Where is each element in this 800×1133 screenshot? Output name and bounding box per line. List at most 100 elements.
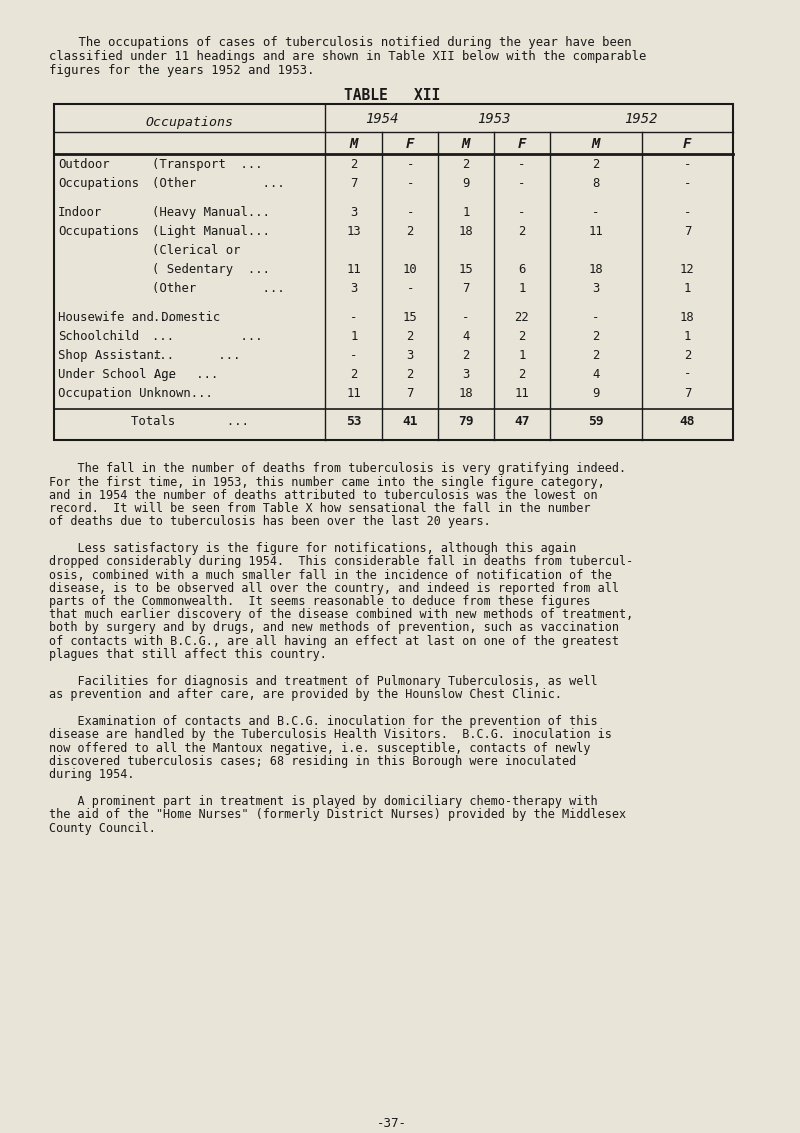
Text: ...      ...: ... ... bbox=[152, 349, 240, 361]
Text: 18: 18 bbox=[588, 263, 603, 275]
Text: 1: 1 bbox=[684, 282, 691, 295]
Text: The fall in the number of deaths from tuberculosis is very gratifying indeed.: The fall in the number of deaths from tu… bbox=[49, 462, 626, 476]
Text: F: F bbox=[518, 137, 526, 151]
Text: -: - bbox=[518, 177, 526, 189]
Text: -: - bbox=[518, 206, 526, 219]
Text: Under School Age: Under School Age bbox=[58, 367, 176, 381]
Text: dropped considerably during 1954.  This considerable fall in deaths from tubercu: dropped considerably during 1954. This c… bbox=[49, 555, 634, 569]
Text: 47: 47 bbox=[514, 416, 530, 428]
Text: 15: 15 bbox=[402, 310, 418, 324]
Text: Occupations: Occupations bbox=[58, 224, 139, 238]
Text: ...         ...: ... ... bbox=[152, 330, 262, 342]
Text: 1954: 1954 bbox=[365, 112, 398, 126]
Text: Examination of contacts and B.C.G. inoculation for the prevention of this: Examination of contacts and B.C.G. inocu… bbox=[49, 715, 598, 729]
Text: as prevention and after care, are provided by the Hounslow Chest Clinic.: as prevention and after care, are provid… bbox=[49, 688, 562, 701]
Text: -: - bbox=[592, 310, 599, 324]
Text: 4: 4 bbox=[462, 330, 470, 342]
Text: 3: 3 bbox=[592, 282, 599, 295]
Text: 9: 9 bbox=[462, 177, 470, 189]
Text: The occupations of cases of tuberculosis notified during the year have been: The occupations of cases of tuberculosis… bbox=[49, 36, 632, 49]
Text: 7: 7 bbox=[350, 177, 358, 189]
Text: (Light Manual...: (Light Manual... bbox=[152, 224, 270, 238]
Text: Occupation Unknown...: Occupation Unknown... bbox=[58, 386, 213, 400]
Text: 3: 3 bbox=[350, 282, 358, 295]
Text: M: M bbox=[591, 137, 600, 151]
Text: Housewife and Domestic: Housewife and Domestic bbox=[58, 310, 220, 324]
Text: 2: 2 bbox=[518, 330, 526, 342]
Text: disease, is to be observed all over the country, and indeed is reported from all: disease, is to be observed all over the … bbox=[49, 582, 619, 595]
Text: both by surgery and by drugs, and new methods of prevention, such as vaccination: both by surgery and by drugs, and new me… bbox=[49, 621, 619, 634]
Text: disease are handled by the Tuberculosis Health Visitors.  B.C.G. inoculation is: disease are handled by the Tuberculosis … bbox=[49, 729, 612, 741]
Text: 2: 2 bbox=[592, 157, 599, 171]
Text: (Clerical or: (Clerical or bbox=[152, 244, 240, 257]
Text: -: - bbox=[462, 310, 470, 324]
Text: (Other         ...: (Other ... bbox=[152, 177, 285, 189]
Text: A prominent part in treatment is played by domiciliary chemo-therapy with: A prominent part in treatment is played … bbox=[49, 795, 598, 808]
Text: 18: 18 bbox=[458, 386, 474, 400]
Text: -: - bbox=[350, 310, 358, 324]
Text: -37-: -37- bbox=[377, 1116, 407, 1130]
Text: -: - bbox=[684, 206, 691, 219]
Text: 2: 2 bbox=[350, 367, 358, 381]
Text: 79: 79 bbox=[458, 416, 474, 428]
Text: 12: 12 bbox=[680, 263, 694, 275]
Text: -: - bbox=[518, 157, 526, 171]
Text: 11: 11 bbox=[346, 386, 361, 400]
Text: 2: 2 bbox=[684, 349, 691, 361]
Text: 2: 2 bbox=[518, 367, 526, 381]
Text: 4: 4 bbox=[592, 367, 599, 381]
Text: 7: 7 bbox=[684, 224, 691, 238]
Text: 15: 15 bbox=[458, 263, 474, 275]
Text: 1952: 1952 bbox=[625, 112, 658, 126]
Text: (Other         ...: (Other ... bbox=[152, 282, 285, 295]
Text: 22: 22 bbox=[514, 310, 529, 324]
Text: 48: 48 bbox=[680, 416, 695, 428]
Text: 2: 2 bbox=[462, 349, 470, 361]
Text: plagues that still affect this country.: plagues that still affect this country. bbox=[49, 648, 327, 661]
Text: parts of the Commonwealth.  It seems reasonable to deduce from these figures: parts of the Commonwealth. It seems reas… bbox=[49, 595, 590, 608]
Text: 7: 7 bbox=[462, 282, 470, 295]
Text: that much earlier discovery of the disease combined with new methods of treatmen: that much earlier discovery of the disea… bbox=[49, 608, 634, 621]
Text: TABLE   XII: TABLE XII bbox=[344, 88, 440, 103]
Text: and in 1954 the number of deaths attributed to tuberculosis was the lowest on: and in 1954 the number of deaths attribu… bbox=[49, 488, 598, 502]
Text: -: - bbox=[684, 157, 691, 171]
Text: 3: 3 bbox=[406, 349, 414, 361]
Text: -: - bbox=[684, 367, 691, 381]
Text: Occupations: Occupations bbox=[58, 177, 139, 189]
Text: Occupations: Occupations bbox=[146, 116, 234, 129]
Text: 3: 3 bbox=[462, 367, 470, 381]
Text: F: F bbox=[406, 137, 414, 151]
Text: Schoolchild: Schoolchild bbox=[58, 330, 139, 342]
Text: (Transport  ...: (Transport ... bbox=[152, 157, 262, 171]
Text: F: F bbox=[683, 137, 691, 151]
Text: 41: 41 bbox=[402, 416, 418, 428]
Text: 1: 1 bbox=[350, 330, 358, 342]
Text: M: M bbox=[350, 137, 358, 151]
Text: 11: 11 bbox=[588, 224, 603, 238]
Text: 1: 1 bbox=[518, 349, 526, 361]
Text: -: - bbox=[406, 157, 414, 171]
Text: Shop Assistant: Shop Assistant bbox=[58, 349, 161, 361]
Text: (Heavy Manual...: (Heavy Manual... bbox=[152, 206, 270, 219]
Text: -: - bbox=[406, 177, 414, 189]
Text: -: - bbox=[592, 206, 599, 219]
Text: 2: 2 bbox=[462, 157, 470, 171]
Text: 8: 8 bbox=[592, 177, 599, 189]
Text: 3: 3 bbox=[350, 206, 358, 219]
Text: of contacts with B.C.G., are all having an effect at last on one of the greatest: of contacts with B.C.G., are all having … bbox=[49, 634, 619, 648]
Text: M: M bbox=[462, 137, 470, 151]
Text: Outdoor: Outdoor bbox=[58, 157, 110, 171]
Text: -: - bbox=[684, 177, 691, 189]
Text: County Council.: County Council. bbox=[49, 821, 156, 835]
Text: discovered tuberculosis cases; 68 residing in this Borough were inoculated: discovered tuberculosis cases; 68 residi… bbox=[49, 755, 576, 768]
Text: 11: 11 bbox=[346, 263, 361, 275]
Text: -: - bbox=[406, 206, 414, 219]
Text: 53: 53 bbox=[346, 416, 362, 428]
Text: 2: 2 bbox=[518, 224, 526, 238]
Text: classified under 11 headings and are shown in Table XII below with the comparabl: classified under 11 headings and are sho… bbox=[49, 50, 646, 63]
Text: 9: 9 bbox=[592, 386, 599, 400]
Text: now offered to all the Mantoux negative, i.e. susceptible, contacts of newly: now offered to all the Mantoux negative,… bbox=[49, 742, 590, 755]
Text: Totals       ...: Totals ... bbox=[130, 416, 249, 428]
Text: 6: 6 bbox=[518, 263, 526, 275]
Text: Less satisfactory is the figure for notifications, although this again: Less satisfactory is the figure for noti… bbox=[49, 543, 576, 555]
